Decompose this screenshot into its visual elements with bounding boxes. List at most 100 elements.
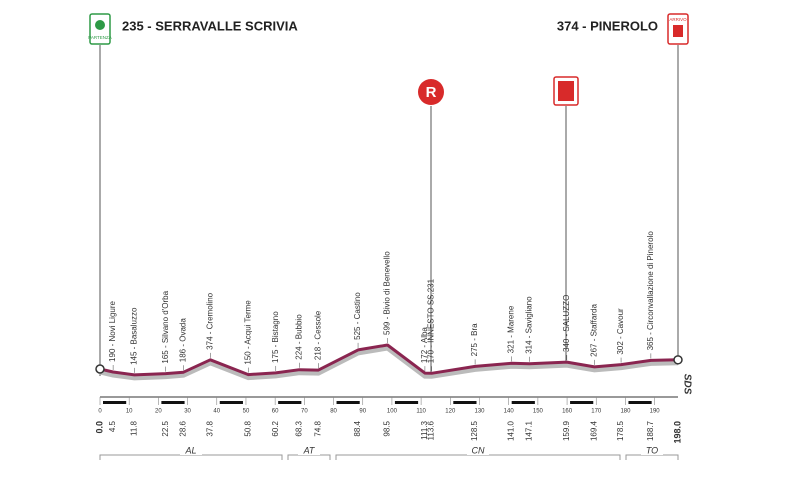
- km-label: 159.9: [562, 420, 571, 441]
- km-segment: [453, 401, 477, 404]
- km-label: 0.0: [94, 421, 104, 434]
- km-label: 147.1: [525, 420, 534, 441]
- x-tick-label: 100: [387, 409, 398, 415]
- profile-line: [99, 343, 679, 377]
- refuel-icon-label: R: [426, 84, 437, 101]
- finish-title: 374 - PINEROLO: [557, 18, 658, 33]
- profile-shadow: [99, 345, 679, 381]
- km-label: 22.5: [161, 420, 170, 436]
- km-label: 111.3: [420, 420, 429, 439]
- km-label: 50.8: [243, 420, 252, 436]
- km-segment: [219, 401, 243, 404]
- km-label: 60.2: [271, 420, 280, 436]
- x-tick-label: 90: [359, 409, 366, 415]
- region-brackets: [99, 454, 679, 460]
- x-tick-label: 30: [184, 409, 191, 415]
- place-label: 374 - Cremolino: [205, 292, 214, 349]
- place-label: 365 - Circonvallazione di Pinerolo: [646, 231, 655, 351]
- region-label-bg: [298, 446, 320, 455]
- place-label: 165 - Silvano d'Orba: [161, 290, 170, 363]
- km-segment: [278, 401, 302, 404]
- x-tick-label: 190: [650, 409, 661, 415]
- place-label: 218 - Cessole: [313, 310, 322, 360]
- place-label: 267 - Staffarda: [590, 304, 599, 357]
- refuel-icon: [418, 79, 444, 105]
- x-tick-label: 170: [591, 409, 602, 415]
- region-label: TO: [646, 445, 658, 455]
- place-label: 186 - Ovada: [179, 318, 188, 363]
- km-label: 169.4: [590, 420, 599, 441]
- km-label: 198.0: [672, 421, 682, 444]
- place-label: 170 - INNESTO SS.231: [427, 278, 436, 363]
- km-label: 88.4: [353, 420, 362, 436]
- region-label: AL: [184, 445, 196, 455]
- km-label: 188.7: [646, 420, 655, 441]
- finish-icon-label: ARRIVO: [669, 17, 687, 22]
- km-label: 113.6: [427, 420, 436, 440]
- place-label: 599 - Bivio di Benevello: [383, 251, 392, 335]
- sprint-icon-symbol: [558, 81, 574, 101]
- x-tick-label: 70: [301, 409, 308, 415]
- km-label: 98.5: [383, 420, 392, 436]
- km-segment: [103, 401, 127, 404]
- km-segment: [394, 401, 419, 404]
- place-label: 321 - Marene: [507, 305, 516, 353]
- place-label: 314 - Savigliano: [525, 296, 534, 354]
- x-tick-label: 110: [416, 409, 426, 415]
- region-bracket: [99, 454, 283, 460]
- region-bracket: [287, 454, 331, 460]
- place-label: 150 - Acqui Terme: [243, 300, 252, 365]
- km-segment: [336, 401, 360, 404]
- region-label-bg: [641, 446, 663, 455]
- logo: SDS: [681, 374, 692, 395]
- region-label-bg: [467, 446, 489, 455]
- x-tick-label: 160: [562, 409, 573, 415]
- x-tick-label: 120: [445, 409, 456, 415]
- x-tick-label: 60: [272, 409, 279, 415]
- place-label: 190 - Novi Ligure: [108, 300, 117, 361]
- region-bracket: [335, 454, 621, 460]
- region-label-bg: [180, 446, 202, 455]
- km-label: 74.8: [313, 420, 322, 436]
- region-label: CN: [472, 445, 485, 455]
- km-segment: [628, 401, 652, 404]
- km-label: 11.8: [130, 420, 139, 436]
- km-label: 28.6: [179, 420, 188, 436]
- x-tick-label: 40: [213, 409, 220, 415]
- region-label: AT: [303, 445, 316, 455]
- start-title: 235 - SERRAVALLE SCRIVIA: [122, 18, 298, 33]
- km-segment: [511, 401, 535, 404]
- km-segment: [161, 401, 185, 404]
- x-tick-label: 10: [126, 409, 133, 415]
- km-label: 128.5: [470, 420, 479, 441]
- place-label: 525 - Castino: [353, 292, 362, 340]
- x-tick-label: 80: [330, 409, 337, 415]
- km-segment: [570, 401, 594, 404]
- km-label: 141.0: [507, 420, 516, 441]
- place-label: 224 - Bubbio: [294, 314, 303, 360]
- km-label: 178.5: [616, 420, 625, 441]
- finish-icon-symbol: [673, 25, 683, 37]
- place-label: 275 - Bra: [470, 323, 479, 356]
- km-label: 4.5: [108, 420, 117, 432]
- x-tick-label: 20: [155, 409, 162, 415]
- place-label: 145 - Basaluzzo: [130, 307, 139, 365]
- x-tick-label: 150: [533, 409, 544, 415]
- x-tick-label: 180: [620, 409, 631, 415]
- x-tick-label: 50: [243, 409, 250, 415]
- start-point: [95, 364, 105, 374]
- x-tick-label: 140: [504, 409, 515, 415]
- place-label: 175 - Bistagno: [271, 311, 280, 363]
- region-labels: AL AT CN TO: [180, 445, 663, 455]
- place-label: 302 - Cavour: [616, 308, 625, 355]
- km-label: 37.8: [205, 420, 214, 436]
- start-icon-label: PARTENZA: [88, 35, 112, 40]
- place-label: 172 - Alba: [420, 327, 429, 364]
- place-label: 340 - SALUZZO: [562, 295, 571, 352]
- region-bracket: [625, 454, 679, 460]
- km-label: 68.3: [294, 420, 303, 436]
- x-tick-label: 130: [474, 409, 485, 415]
- start-icon-symbol: [95, 20, 105, 30]
